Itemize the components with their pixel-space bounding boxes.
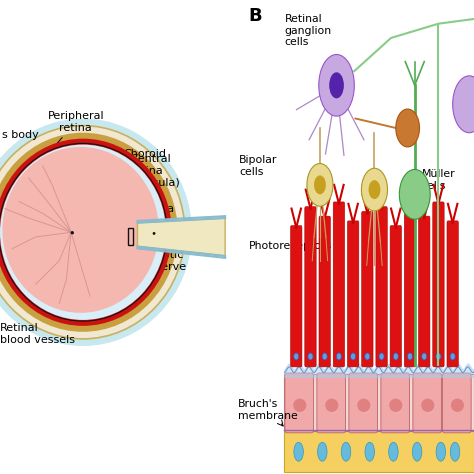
Ellipse shape (0, 145, 166, 320)
FancyBboxPatch shape (347, 221, 359, 367)
Ellipse shape (450, 353, 455, 360)
Ellipse shape (399, 170, 430, 219)
Circle shape (412, 442, 422, 461)
Ellipse shape (322, 353, 327, 360)
Ellipse shape (365, 353, 370, 360)
Ellipse shape (307, 164, 333, 206)
Ellipse shape (407, 353, 412, 360)
Ellipse shape (396, 109, 419, 147)
FancyBboxPatch shape (404, 211, 416, 367)
Ellipse shape (369, 180, 380, 199)
FancyBboxPatch shape (285, 373, 313, 433)
FancyBboxPatch shape (433, 202, 444, 367)
Circle shape (294, 442, 303, 461)
Circle shape (153, 232, 155, 235)
FancyBboxPatch shape (376, 207, 387, 367)
Bar (128, 228, 133, 245)
FancyBboxPatch shape (349, 373, 377, 433)
Ellipse shape (293, 353, 299, 360)
Polygon shape (137, 218, 225, 256)
Ellipse shape (379, 353, 384, 360)
FancyBboxPatch shape (443, 373, 471, 433)
Circle shape (341, 442, 351, 461)
Circle shape (318, 442, 327, 461)
Text: Fovea: Fovea (133, 203, 175, 228)
Text: B: B (249, 7, 263, 25)
Ellipse shape (325, 399, 338, 412)
FancyBboxPatch shape (319, 216, 330, 367)
FancyBboxPatch shape (390, 226, 401, 367)
Ellipse shape (319, 55, 354, 116)
Circle shape (389, 442, 398, 461)
Ellipse shape (451, 399, 464, 412)
Text: Photoreceptors: Photoreceptors (249, 241, 332, 252)
FancyBboxPatch shape (447, 221, 458, 367)
Ellipse shape (422, 353, 427, 360)
FancyBboxPatch shape (362, 211, 373, 367)
Bar (284, 431, 474, 472)
Ellipse shape (389, 399, 402, 412)
Ellipse shape (357, 399, 370, 412)
Circle shape (450, 442, 460, 461)
Ellipse shape (453, 76, 474, 133)
Text: Optic
nerve: Optic nerve (154, 240, 186, 272)
Circle shape (71, 231, 74, 234)
Bar (284, 374, 474, 431)
Text: s body: s body (2, 130, 39, 140)
Ellipse shape (308, 353, 313, 360)
Ellipse shape (314, 175, 326, 194)
Text: Retinal
blood vessels: Retinal blood vessels (0, 323, 75, 345)
Ellipse shape (329, 72, 344, 99)
Ellipse shape (2, 147, 159, 313)
Ellipse shape (436, 353, 441, 360)
FancyBboxPatch shape (333, 202, 345, 367)
FancyBboxPatch shape (413, 373, 442, 433)
FancyBboxPatch shape (317, 373, 346, 433)
Ellipse shape (0, 138, 172, 326)
Text: Choroid: Choroid (109, 149, 166, 170)
Ellipse shape (293, 399, 306, 412)
FancyBboxPatch shape (305, 207, 316, 367)
Ellipse shape (350, 353, 356, 360)
Text: Retinal
ganglion
cells: Retinal ganglion cells (284, 14, 331, 47)
Ellipse shape (336, 353, 341, 360)
Text: Peripheral
retina: Peripheral retina (47, 111, 104, 150)
Text: Müller
cells: Müller cells (422, 169, 456, 191)
FancyBboxPatch shape (381, 373, 410, 433)
Ellipse shape (0, 118, 192, 346)
Text: Central
retina
(macula): Central retina (macula) (121, 154, 180, 188)
Text: Bruch's
membrane: Bruch's membrane (238, 399, 298, 421)
Ellipse shape (0, 126, 185, 339)
Ellipse shape (393, 353, 398, 360)
Ellipse shape (0, 133, 178, 332)
Circle shape (365, 442, 374, 461)
Ellipse shape (421, 399, 434, 412)
Circle shape (436, 442, 446, 461)
FancyBboxPatch shape (291, 226, 302, 367)
Text: Bipolar
cells: Bipolar cells (239, 155, 278, 177)
Ellipse shape (361, 168, 388, 211)
FancyBboxPatch shape (419, 216, 430, 367)
